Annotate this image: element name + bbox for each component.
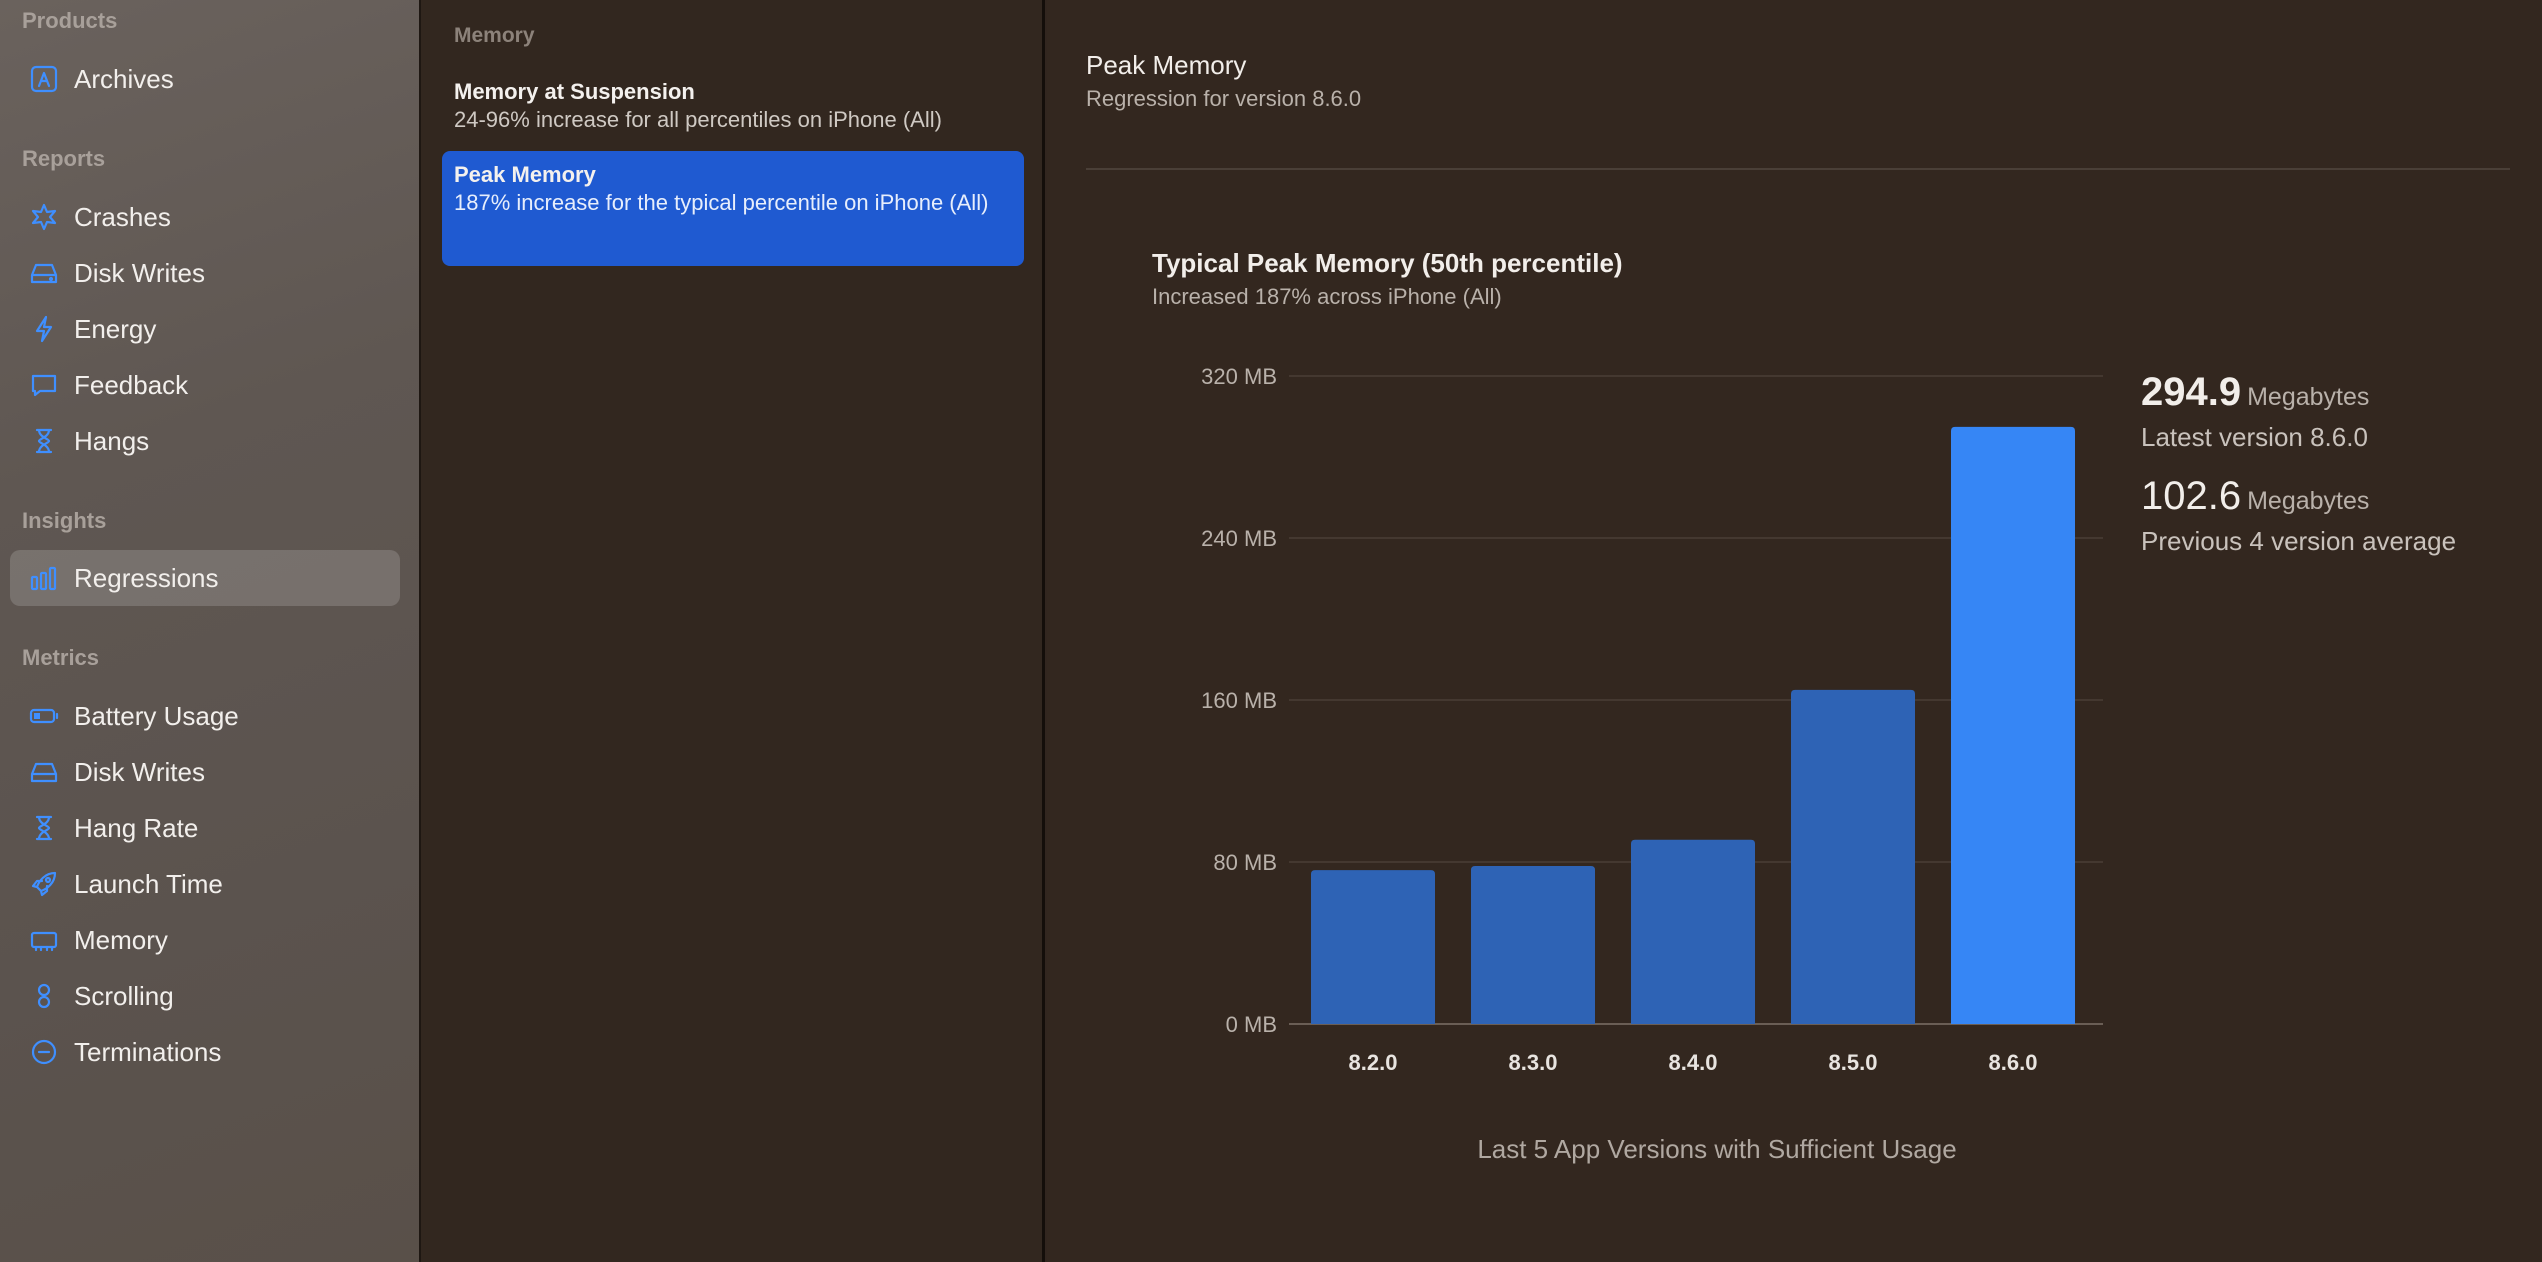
- sidebar-item-label: Launch Time: [74, 868, 223, 899]
- sidebar-item-crashes[interactable]: Crashes: [10, 189, 400, 245]
- hourglass-icon: [28, 812, 60, 844]
- sidebar-item-label: Disk Writes: [74, 257, 205, 288]
- sidebar-item-memory[interactable]: Memory: [10, 912, 400, 968]
- latest-value: 294.9 Megabytes: [2141, 370, 2369, 415]
- memory-icon: [28, 924, 60, 956]
- list-item-title: Memory at Suspension: [454, 79, 695, 104]
- divider: [1086, 168, 2510, 170]
- sidebar-item-terminations[interactable]: Terminations: [10, 1024, 400, 1080]
- sidebar-item-regressions[interactable]: Regressions: [10, 550, 400, 606]
- detail-subtitle: Regression for version 8.6.0: [1086, 86, 1362, 111]
- minus-circle-icon: [28, 1036, 60, 1068]
- y-tick-label: 80 MB: [1213, 850, 1277, 875]
- average-value-label: Previous 4 version average: [2141, 526, 2457, 556]
- x-tick-label: 8.5.0: [1829, 1050, 1878, 1075]
- regressions-list: Memory Memory at Suspension 24-96% incre…: [421, 0, 1045, 1262]
- sidebar-item-label: Scrolling: [74, 980, 174, 1011]
- sidebar-item-label: Regressions: [74, 562, 219, 593]
- disk-icon: [28, 756, 60, 788]
- sidebar-item-label: Archives: [74, 63, 174, 94]
- average-value: 102.6 Megabytes: [2141, 474, 2369, 519]
- sidebar-item-label: Hangs: [74, 425, 150, 456]
- sidebar-item-feedback[interactable]: Feedback: [10, 357, 400, 413]
- crash-icon: [28, 201, 60, 233]
- sidebar-section-metrics: Metrics: [22, 645, 100, 670]
- sidebar-item-label: Energy: [74, 313, 157, 344]
- bars-icon: [28, 562, 60, 594]
- list-item-title: Peak Memory: [454, 162, 596, 187]
- sidebar-item-label: Disk Writes: [74, 756, 205, 787]
- list-item-peak-memory[interactable]: Peak Memory 187% increase for the typica…: [442, 151, 1024, 266]
- sidebar-item-launch-time[interactable]: Launch Time: [10, 856, 400, 912]
- battery-icon: [28, 700, 60, 732]
- hourglass-icon: [28, 425, 60, 457]
- sidebar: Products Archives Reports Crashes Disk W…: [0, 0, 421, 1262]
- sidebar-item-disk-writes-metric[interactable]: Disk Writes: [10, 744, 400, 800]
- rocket-icon: [28, 868, 60, 900]
- archive-icon: [28, 63, 60, 95]
- bar-8.4.0: [1631, 839, 1755, 1024]
- list-item-memory-at-suspension[interactable]: Memory at Suspension 24-96% increase for…: [442, 68, 1024, 144]
- sidebar-item-scrolling[interactable]: Scrolling: [10, 968, 400, 1024]
- sidebar-item-disk-writes[interactable]: Disk Writes: [10, 245, 400, 301]
- chart-title: Typical Peak Memory (50th percentile): [1152, 248, 1623, 278]
- latest-value-number: 294.9: [2141, 370, 2242, 414]
- sidebar-item-label: Feedback: [74, 369, 189, 400]
- latest-value-label: Latest version 8.6.0: [2141, 422, 2368, 452]
- sidebar-item-hangs[interactable]: Hangs: [10, 413, 400, 469]
- bar-8.2.0: [1311, 870, 1435, 1024]
- sidebar-item-label: Crashes: [74, 201, 171, 232]
- feedback-icon: [28, 369, 60, 401]
- sidebar-item-battery-usage[interactable]: Battery Usage: [10, 688, 400, 744]
- sidebar-item-archives[interactable]: Archives: [10, 51, 400, 107]
- average-value-unit: Megabytes: [2247, 487, 2370, 515]
- x-tick-label: 8.4.0: [1669, 1050, 1718, 1075]
- sidebar-section-insights: Insights: [22, 508, 107, 533]
- sidebar-item-label: Hang Rate: [74, 812, 199, 843]
- sidebar-item-label: Terminations: [74, 1036, 222, 1067]
- bar-8.3.0: [1471, 866, 1595, 1024]
- sidebar-item-energy[interactable]: Energy: [10, 301, 400, 357]
- chart-subtitle: Increased 187% across iPhone (All): [1152, 284, 1502, 309]
- x-tick-label: 8.3.0: [1509, 1050, 1558, 1075]
- y-tick-label: 160 MB: [1201, 688, 1277, 713]
- list-section-header: Memory: [454, 24, 535, 47]
- y-tick-label: 320 MB: [1201, 364, 1277, 389]
- bolt-icon: [28, 313, 60, 345]
- bar-8.5.0: [1791, 689, 1915, 1024]
- detail-title: Peak Memory: [1086, 50, 1247, 80]
- bar-8.6.0: [1951, 426, 2075, 1024]
- sidebar-section-products: Products: [22, 8, 118, 33]
- y-tick-label: 0 MB: [1226, 1012, 1277, 1037]
- scroll-icon: [28, 980, 60, 1012]
- sidebar-item-label: Memory: [74, 924, 168, 955]
- sidebar-section-reports: Reports: [22, 146, 106, 171]
- x-tick-label: 8.6.0: [1989, 1050, 2038, 1075]
- average-value-number: 102.6: [2141, 474, 2242, 518]
- detail-pane: Peak Memory Regression for version 8.6.0…: [1047, 0, 2542, 1262]
- peak-memory-bar-chart: 0 MB 80 MB 160 MB 240 MB 320 MB 8.2.0 8.3.0 8.4…: [1201, 364, 2103, 1075]
- x-axis-caption: Last 5 App Versions with Sufficient Usag…: [1477, 1134, 1957, 1164]
- list-item-subtitle: 187% increase for the typical percentile…: [454, 190, 989, 215]
- x-tick-label: 8.2.0: [1349, 1050, 1398, 1075]
- sidebar-item-hang-rate[interactable]: Hang Rate: [10, 800, 400, 856]
- y-tick-label: 240 MB: [1201, 526, 1277, 551]
- sidebar-item-label: Battery Usage: [74, 700, 239, 731]
- list-item-subtitle: 24-96% increase for all percentiles on i…: [454, 107, 942, 132]
- disk-icon: [28, 257, 60, 289]
- latest-value-unit: Megabytes: [2247, 383, 2370, 411]
